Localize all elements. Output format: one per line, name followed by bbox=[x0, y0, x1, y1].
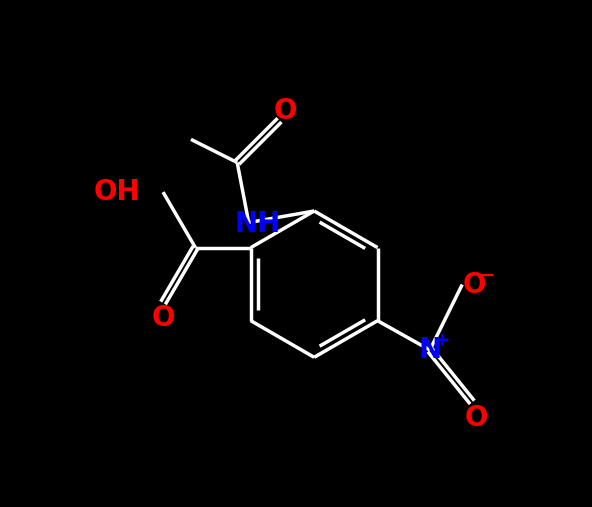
Text: O: O bbox=[463, 271, 486, 299]
Text: O: O bbox=[464, 404, 488, 432]
Text: O: O bbox=[274, 97, 297, 125]
Text: O: O bbox=[152, 304, 175, 333]
Text: −: − bbox=[479, 266, 495, 285]
Text: N: N bbox=[419, 336, 442, 364]
Text: NH: NH bbox=[235, 210, 281, 238]
Text: +: + bbox=[434, 331, 451, 350]
Text: OH: OH bbox=[94, 178, 140, 206]
